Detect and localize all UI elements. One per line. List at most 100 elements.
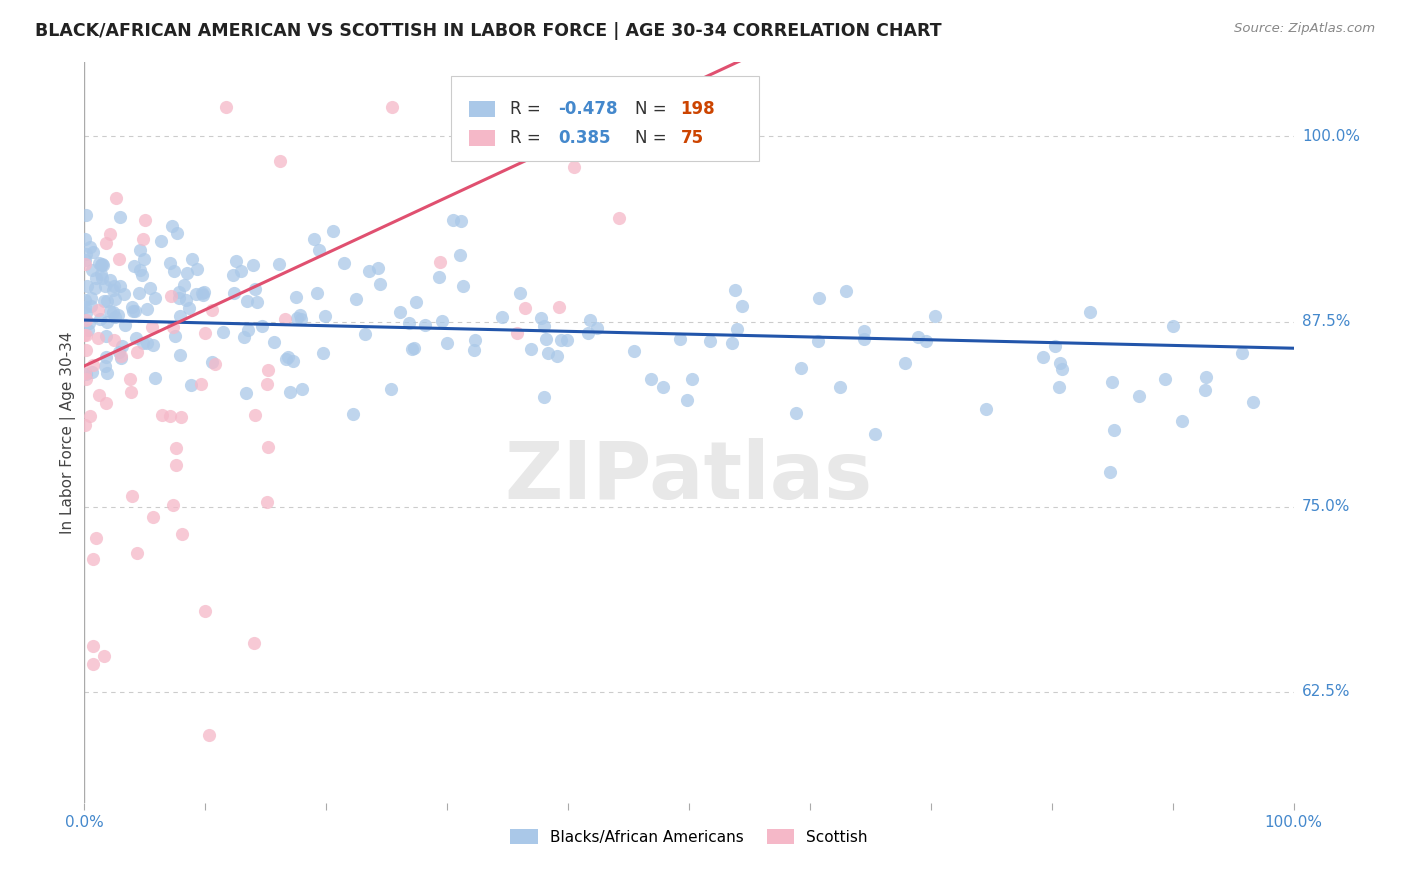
Point	[73, 300, 96, 314]
Point	[807, 291, 830, 305]
Point	[699, 334, 721, 348]
Point	[143, 371, 166, 385]
Point	[193, 285, 215, 299]
Point	[160, 219, 183, 234]
Point	[830, 380, 852, 394]
Point	[75, 313, 97, 327]
Point	[436, 335, 458, 350]
Point	[190, 286, 212, 301]
Point	[1078, 305, 1101, 319]
Point	[98, 273, 121, 287]
Text: N =: N =	[634, 100, 672, 118]
Point	[110, 349, 132, 363]
Point	[1161, 318, 1184, 333]
Point	[731, 299, 754, 313]
Point	[243, 408, 266, 422]
Point	[125, 546, 148, 560]
Point	[285, 290, 308, 304]
Point	[136, 302, 159, 317]
Point	[98, 227, 121, 242]
Text: 0.385: 0.385	[558, 128, 610, 147]
Point	[179, 301, 201, 316]
Point	[80, 365, 103, 379]
Point	[87, 827, 110, 841]
Point	[89, 312, 111, 326]
Point	[176, 266, 198, 280]
Point	[1049, 356, 1071, 370]
Point	[519, 342, 541, 356]
Point	[110, 351, 132, 365]
Point	[1043, 339, 1066, 353]
Point	[725, 322, 748, 336]
Point	[1153, 372, 1175, 386]
Point	[80, 263, 103, 277]
Text: 62.5%: 62.5%	[1302, 684, 1350, 699]
Point	[82, 657, 104, 671]
Point	[166, 227, 188, 241]
Point	[915, 334, 938, 348]
Point	[367, 261, 389, 276]
Point	[405, 295, 427, 310]
Text: 198: 198	[681, 100, 716, 118]
Point	[546, 349, 568, 363]
Point	[160, 289, 183, 303]
Point	[104, 292, 127, 306]
Point	[139, 280, 162, 294]
Point	[76, 323, 98, 337]
Point	[107, 308, 129, 322]
Point	[250, 318, 273, 333]
Point	[281, 354, 304, 368]
Text: N =: N =	[634, 128, 672, 147]
Point	[131, 268, 153, 282]
Point	[77, 316, 100, 330]
Point	[136, 335, 159, 350]
Point	[607, 211, 630, 226]
Point	[893, 356, 915, 370]
Point	[180, 252, 202, 266]
Point	[125, 345, 148, 359]
Point	[80, 300, 103, 314]
Point	[90, 271, 112, 285]
Point	[233, 821, 256, 835]
Point	[120, 385, 142, 400]
Point	[108, 210, 131, 224]
Point	[82, 245, 104, 260]
Point	[104, 310, 127, 324]
Point	[108, 252, 131, 267]
Point	[184, 287, 207, 301]
Point	[263, 334, 285, 349]
Point	[576, 326, 599, 341]
Point	[429, 255, 451, 269]
Point	[75, 327, 97, 342]
Point	[1195, 369, 1218, 384]
Point	[73, 253, 96, 268]
Point	[165, 458, 187, 473]
Point	[583, 100, 606, 114]
Point	[186, 262, 208, 277]
Point	[257, 440, 280, 454]
Point	[215, 100, 238, 114]
Point	[93, 293, 115, 308]
Point	[142, 510, 165, 524]
Point	[180, 377, 202, 392]
Point	[229, 264, 252, 278]
Point	[132, 252, 155, 267]
Point	[201, 354, 224, 368]
Point	[312, 346, 335, 360]
Point	[789, 361, 811, 376]
Point	[194, 326, 217, 340]
Point	[1101, 375, 1123, 389]
Text: 87.5%: 87.5%	[1302, 314, 1350, 329]
Point	[101, 283, 124, 297]
Point	[96, 236, 118, 251]
Point	[807, 334, 830, 348]
Point	[256, 377, 278, 392]
Point	[291, 383, 314, 397]
Point	[413, 318, 436, 332]
Text: ZIPatlas: ZIPatlas	[505, 438, 873, 516]
Point	[640, 372, 662, 386]
Point	[79, 239, 101, 253]
Point	[96, 293, 118, 308]
Point	[623, 344, 645, 359]
Point	[84, 531, 107, 545]
